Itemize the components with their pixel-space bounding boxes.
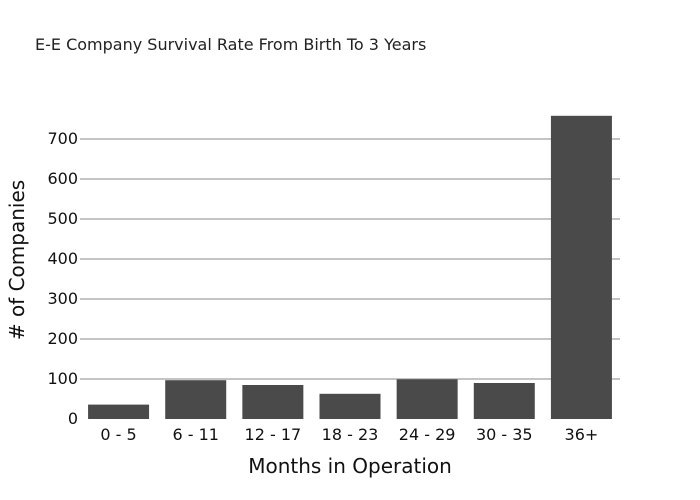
bar xyxy=(242,385,304,419)
y-tick-label: 700 xyxy=(47,129,78,148)
y-tick-label: 0 xyxy=(68,409,78,428)
y-tick-label: 300 xyxy=(47,289,78,308)
bars-layer xyxy=(88,115,612,420)
bar xyxy=(550,115,612,420)
x-tick-label: 30 - 35 xyxy=(476,425,533,444)
x-tick-label: 18 - 23 xyxy=(322,425,379,444)
x-tick-label: 6 - 11 xyxy=(172,425,218,444)
y-tick-label: 200 xyxy=(47,329,78,348)
x-axis-ticks: 0 - 5 6 - 11 12 - 17 18 - 23 24 - 29 30 - 35 3… xyxy=(100,425,598,444)
bar xyxy=(165,380,227,419)
x-tick-label: 0 - 5 xyxy=(100,425,136,444)
y-tick-label: 500 xyxy=(47,209,78,228)
x-tick-label: 24 - 29 xyxy=(399,425,456,444)
bar xyxy=(319,393,381,419)
y-axis-ticks: 0 100 200 300 400 500 600 700 xyxy=(47,129,78,428)
bar xyxy=(88,404,150,419)
y-axis-title: # of Companies xyxy=(5,180,29,340)
x-axis-title: Months in Operation xyxy=(248,454,452,478)
x-tick-label: 36+ xyxy=(565,425,599,444)
bar xyxy=(473,383,535,419)
bar xyxy=(396,379,458,419)
chart-title: E-E Company Survival Rate From Birth To … xyxy=(35,35,426,54)
grid-layer xyxy=(80,138,620,380)
x-tick-label: 12 - 17 xyxy=(245,425,302,444)
y-tick-label: 400 xyxy=(47,249,78,268)
y-tick-label: 100 xyxy=(47,369,78,388)
y-tick-label: 600 xyxy=(47,169,78,188)
